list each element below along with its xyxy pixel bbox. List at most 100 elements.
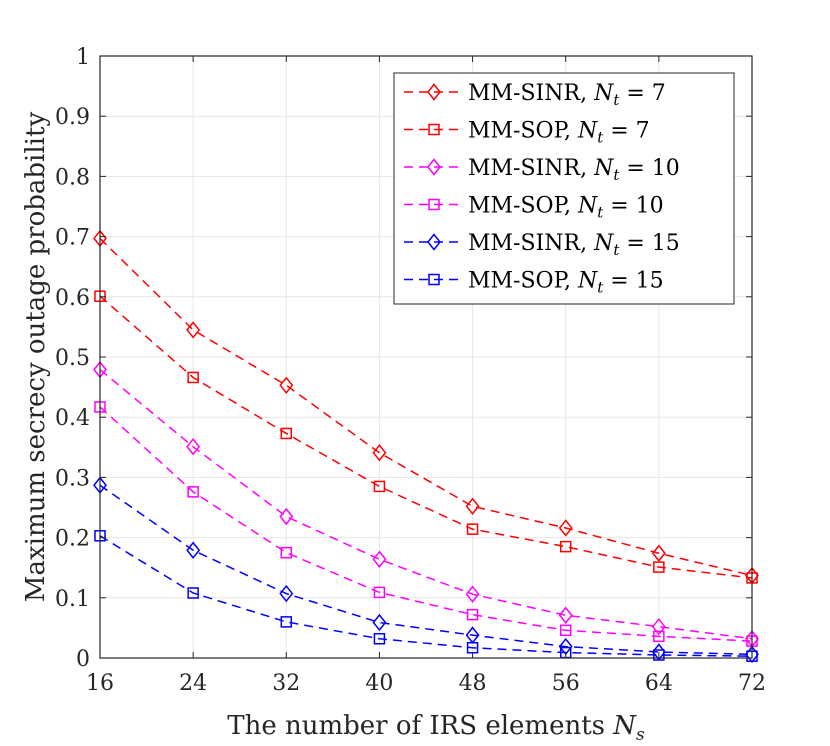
y-tick-label: 0.3 <box>55 466 90 491</box>
y-tick-label: 0.6 <box>55 286 90 311</box>
legend-label-main: MM-SINR, <box>468 156 594 181</box>
y-tick-label: 0.4 <box>55 406 90 431</box>
data-point <box>466 608 479 621</box>
x-axis-label-subscript: s <box>636 725 645 745</box>
series-line <box>99 484 753 656</box>
legend-entry: MM-SINR, Nt = 15 <box>404 231 680 259</box>
legend-marker <box>427 233 441 251</box>
legend-label-symbol: N <box>593 156 614 181</box>
y-tick-label: 0.7 <box>55 226 90 251</box>
legend-entry: MM-SOP, Nt = 7 <box>404 119 650 147</box>
legend-entry: MM-SINR, Nt = 7 <box>404 81 666 109</box>
data-point <box>280 546 293 559</box>
legend-label-symbol: N <box>577 194 598 219</box>
legend-label-value: = 7 <box>619 81 665 106</box>
x-tick-label: 32 <box>272 671 300 696</box>
data-point <box>279 376 294 394</box>
series-line <box>99 237 753 577</box>
legend-label-value: = 7 <box>603 119 649 144</box>
data-point <box>280 427 293 440</box>
data-point <box>373 632 386 645</box>
legend-marker <box>428 198 440 211</box>
legend-label: MM-SOP, Nt = 7 <box>468 119 650 147</box>
data-point <box>279 584 294 603</box>
x-tick-label: 64 <box>645 671 673 696</box>
legend: MM-SINR, Nt = 7MM-SOP, Nt = 7MM-SINR, Nt… <box>393 72 735 305</box>
legend-label-main: MM-SOP, <box>468 269 578 294</box>
legend-box <box>393 72 735 305</box>
data-point <box>559 540 572 553</box>
legend-entry: MM-SOP, Nt = 10 <box>404 194 664 222</box>
legend-label-subscript: t <box>597 129 604 147</box>
tick-labels: 16 24 32 40 48 56 64 72 0 0.1 0.2 0.3 0.4 0.5 0.6 0.7 0.… <box>55 45 766 696</box>
data-point <box>279 507 294 526</box>
legend-label-symbol: N <box>577 119 598 144</box>
data-point <box>465 497 480 515</box>
legend-label: MM-SINR, Nt = 15 <box>468 231 680 259</box>
legend-label-value: = 10 <box>603 194 663 219</box>
series-line <box>99 406 753 642</box>
legend-marker <box>428 123 440 136</box>
y-tick-label: 0.1 <box>55 587 90 612</box>
data-point <box>373 480 386 493</box>
series-line <box>99 295 753 579</box>
data-point <box>651 617 666 636</box>
data-point <box>558 606 573 624</box>
data-point <box>653 561 665 573</box>
legend-label-value: = 10 <box>619 156 679 181</box>
data-point <box>372 550 387 568</box>
y-tick-label: 0.5 <box>55 346 90 371</box>
data-point <box>559 624 572 637</box>
x-tick-label: 56 <box>552 671 580 696</box>
legend-label-main: MM-SOP, <box>468 194 578 219</box>
data-point <box>186 321 201 339</box>
x-axis-label-symbol: N <box>612 711 637 741</box>
legend-entry: MM-SOP, Nt = 15 <box>404 269 664 297</box>
legend-label-main: MM-SINR, <box>468 231 594 256</box>
data-point <box>558 519 573 537</box>
legend-label-symbol: N <box>593 231 614 256</box>
legend-label-subscript: t <box>597 279 604 297</box>
legend-label: MM-SINR, Nt = 10 <box>468 156 680 184</box>
data-point <box>186 541 201 559</box>
legend-label-value: = 15 <box>603 269 663 294</box>
legend-label-symbol: N <box>593 81 614 106</box>
legend-label: MM-SOP, Nt = 10 <box>468 194 664 222</box>
data-point <box>187 486 199 498</box>
legend-marker <box>427 158 441 176</box>
legend-label-subscript: t <box>597 204 604 222</box>
axes <box>99 55 753 659</box>
data-point <box>653 630 665 643</box>
x-axis-label-text: The number of IRS elements <box>227 711 613 741</box>
data-point <box>651 544 666 562</box>
x-tick-label: 48 <box>459 671 487 696</box>
legend-label-symbol: N <box>577 269 598 294</box>
data-point <box>465 585 480 603</box>
series-line <box>99 369 753 640</box>
data-point <box>372 613 387 632</box>
y-tick-label: 0.8 <box>55 165 90 190</box>
legend-label-subscript: t <box>613 91 620 109</box>
data-point <box>373 586 386 599</box>
legend-label-value: = 15 <box>619 231 679 256</box>
legend-label-main: MM-SINR, <box>468 81 594 106</box>
legend-marker <box>427 83 441 101</box>
data-point <box>187 587 199 599</box>
y-tick-label: 0.2 <box>55 527 90 552</box>
data-point <box>372 444 387 462</box>
y-axis-label: Maximum secrecy outage probability <box>21 112 51 603</box>
x-tick-label: 24 <box>179 671 207 696</box>
data-point <box>187 371 199 384</box>
data-point <box>653 649 665 661</box>
data-point <box>280 616 293 628</box>
legend-label-subscript: t <box>613 241 620 259</box>
legend-label-subscript: t <box>613 166 620 184</box>
axis-labels: The number of IRS elements Ns Maximum sec… <box>21 112 645 745</box>
legend-label: MM-SINR, Nt = 7 <box>468 81 666 109</box>
data-point <box>466 523 479 535</box>
legend-entry: MM-SINR, Nt = 10 <box>404 156 680 184</box>
x-tick-label: 40 <box>365 671 393 696</box>
data-point <box>186 437 201 456</box>
legend-label: MM-SOP, Nt = 15 <box>468 269 664 297</box>
